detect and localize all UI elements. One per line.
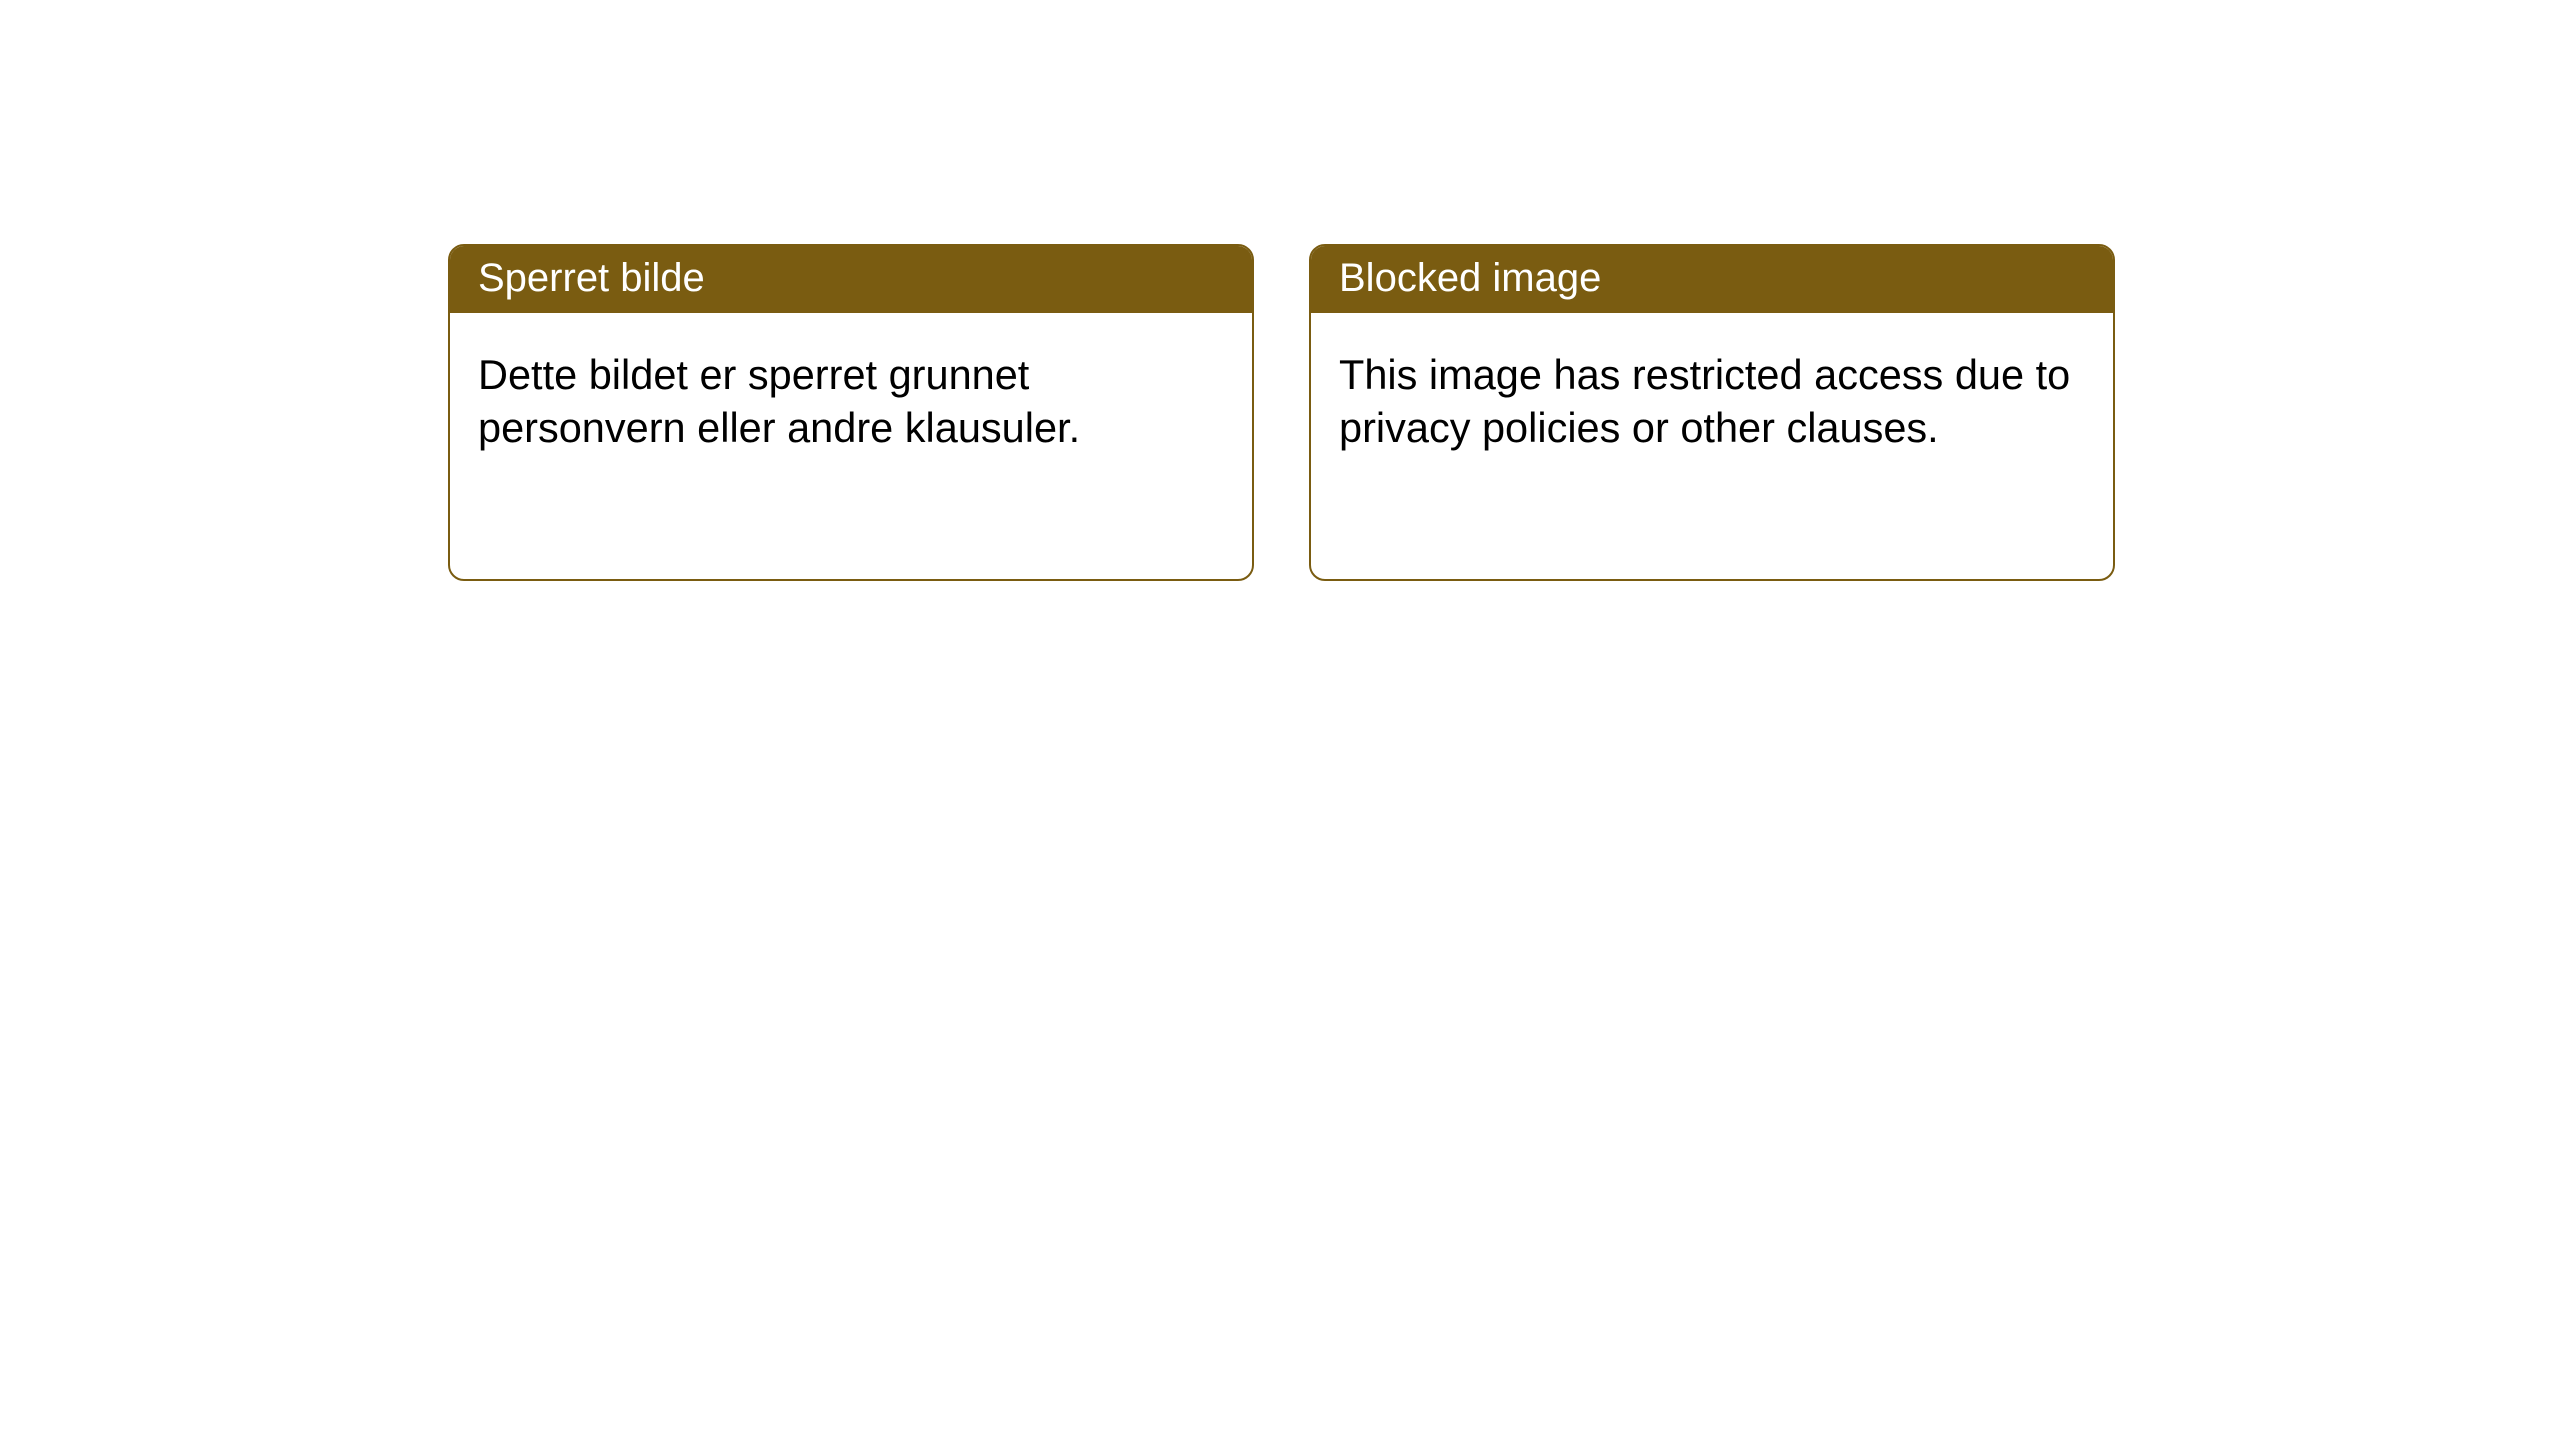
notice-container: Sperret bilde Dette bildet er sperret gr…	[0, 0, 2560, 581]
card-header: Blocked image	[1311, 246, 2113, 313]
notice-card-english: Blocked image This image has restricted …	[1309, 244, 2115, 581]
card-title: Blocked image	[1339, 256, 1601, 300]
notice-card-norwegian: Sperret bilde Dette bildet er sperret gr…	[448, 244, 1254, 581]
card-body: This image has restricted access due to …	[1311, 313, 2113, 482]
card-header: Sperret bilde	[450, 246, 1252, 313]
card-title: Sperret bilde	[478, 256, 705, 300]
card-body-text: This image has restricted access due to …	[1339, 351, 2070, 451]
card-body-text: Dette bildet er sperret grunnet personve…	[478, 351, 1080, 451]
card-body: Dette bildet er sperret grunnet personve…	[450, 313, 1252, 482]
